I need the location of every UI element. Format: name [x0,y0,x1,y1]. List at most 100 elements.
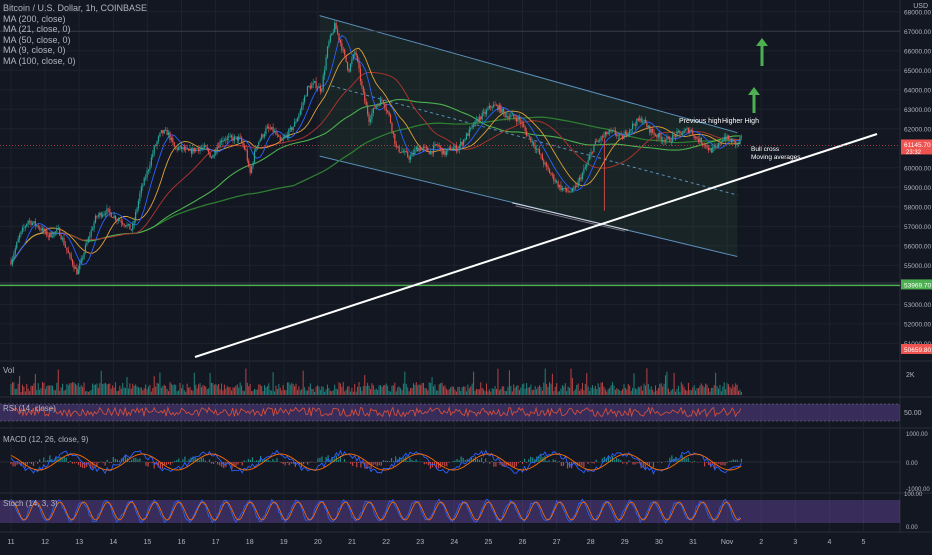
volume-bar [452,386,453,395]
volume-bar [394,383,395,395]
volume-bar [285,390,286,395]
volume-bar [341,387,342,395]
candle-body [33,221,34,223]
volume-bar [517,385,518,395]
volume-label[interactable]: Vol [3,366,14,375]
volume-bar [399,387,400,395]
date-tick-label: 26 [519,539,527,546]
macd-histogram-bar [252,457,253,462]
candle-body [606,132,607,134]
candle-body [463,140,464,145]
candle-body [586,164,587,167]
candle-body [738,142,739,143]
annotation-bull-cross: Bull cross [751,146,780,153]
legend-ma-100[interactable]: MA (100, close, 0) [3,56,147,67]
volume-bar [370,389,371,395]
candle-body [267,127,268,129]
volume-bar [573,391,574,395]
candle-body [83,253,84,259]
candle-body [731,139,732,142]
volume-bar [472,384,473,395]
candle-body [310,86,311,88]
volume-bar [469,388,470,395]
candle-body [171,138,172,140]
volume-bar [591,388,592,395]
volume-bar [331,391,332,395]
macd-histogram-bar [215,461,216,462]
volume-bar [84,382,85,395]
volume-bar [288,382,289,395]
volume-bar [377,390,378,395]
candle-body [348,69,349,71]
candle-body [356,52,357,55]
volume-bar [453,387,454,395]
macd-histogram-bar [694,461,695,462]
symbol-title[interactable]: Bitcoin / U.S. Dollar, 1h, COINBASE [3,3,147,14]
candle-body [449,147,450,148]
macd-histogram-bar [254,461,255,462]
candle-body [625,132,626,135]
candle-body [169,132,170,140]
candle-body [446,151,447,155]
candle-body [477,119,478,122]
volume-bar [623,384,624,395]
candle-body [596,141,597,142]
legend-ma-200[interactable]: MA (200, close) [3,14,147,25]
price-tick-label: 52000.00 [904,321,931,328]
macd-histogram-bar [724,462,725,465]
rsi-label[interactable]: RSI (14, close) [3,404,56,413]
candle-body [182,147,183,149]
candle-body [678,131,679,132]
candle-body [734,140,735,141]
volume-bar [664,384,665,395]
volume-bar [49,385,50,395]
candle-body [643,120,644,122]
candle-body [115,216,116,220]
volume-bar [360,387,361,395]
volume-bar [336,389,337,395]
volume-bar [327,385,328,395]
date-tick-label: 18 [246,539,254,546]
stoch-label[interactable]: Stoch (14, 3, 3) [3,499,58,508]
candle-body [191,149,192,154]
candle-body [298,115,299,119]
legend-ma-50[interactable]: MA (50, close, 0) [3,35,147,46]
candle-body [493,105,494,108]
volume-bar [681,382,682,395]
macd-label[interactable]: MACD (12, 26, close, 9) [3,435,88,444]
candle-body [148,170,149,171]
legend-ma-21[interactable]: MA (21, close, 0) [3,24,147,35]
volume-bar [520,388,521,395]
macd-histogram-bar [203,458,204,462]
volume-bar [356,392,357,395]
volume-bar [678,386,679,395]
volume-bar [291,383,292,395]
macd-histogram-bar [137,459,138,462]
volume-bar [290,385,291,395]
volume-bar [582,383,583,395]
candle-body [424,147,425,148]
candle-body [646,123,647,127]
candle-body [535,146,536,149]
candle-body [706,145,707,148]
macd-histogram-bar [283,462,284,464]
volume-bar [267,386,268,395]
candle-body [389,112,390,115]
candle-body [688,128,689,132]
candle-body [61,236,62,240]
candle-body [354,52,355,54]
volume-bar [483,389,484,395]
volume-bar [659,384,660,395]
macd-histogram-bar [446,462,447,466]
candle-body [651,129,652,133]
macd-histogram-bar [213,462,214,464]
legend-ma-9[interactable]: MA (9, close, 0) [3,45,147,56]
macd-histogram-bar [377,462,378,466]
volume-bar [446,389,447,395]
candle-body [724,137,725,140]
volume-bar [374,390,375,395]
volume-bar [439,384,440,395]
candle-body [280,137,281,141]
